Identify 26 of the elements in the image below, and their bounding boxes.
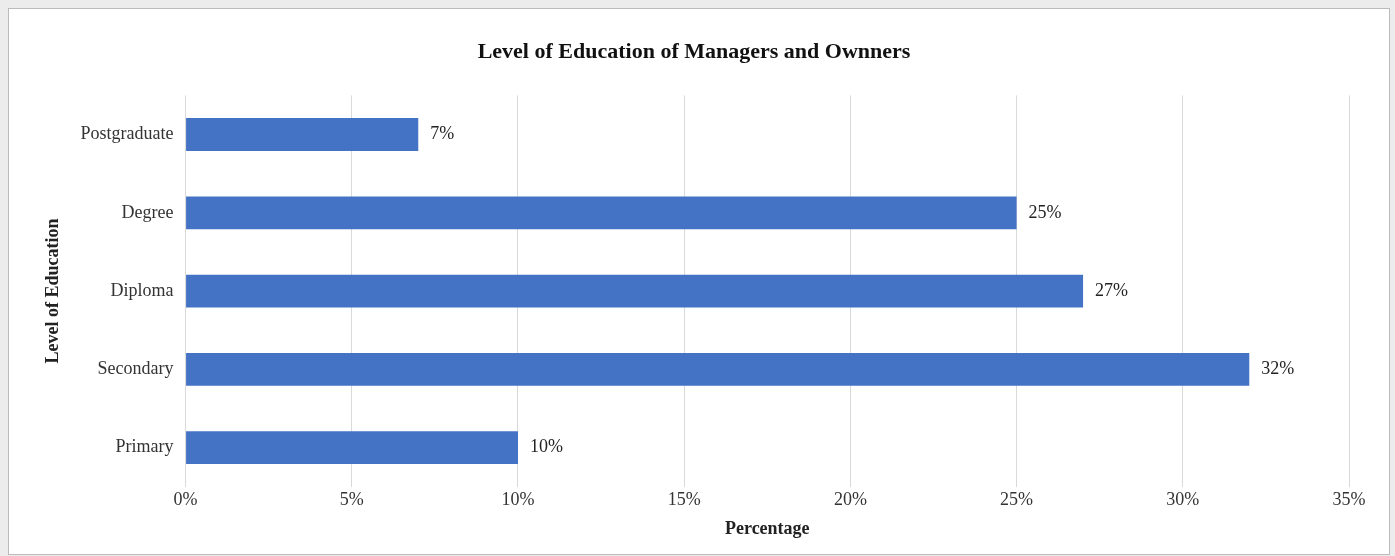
data-label: 32%	[1261, 358, 1295, 379]
y-tick-label: Diploma	[110, 279, 174, 300]
x-tick-label: 30%	[1166, 489, 1200, 510]
chart-title: Level of Education of Managers and Ownners	[477, 37, 911, 63]
y-tick-label: Primary	[115, 436, 174, 457]
x-tick-label: 5%	[339, 489, 364, 510]
bar	[186, 274, 1084, 308]
data-label: 27%	[1095, 279, 1129, 300]
x-tick-label: 15%	[667, 489, 701, 510]
y-axis-title: Level of Education	[42, 218, 63, 364]
y-tick-label: Postgraduate	[80, 123, 174, 144]
x-tick-label: 35%	[1332, 489, 1366, 510]
x-tick-label: 20%	[833, 489, 867, 510]
y-tick-label: Secondary	[97, 358, 174, 379]
data-label: 7%	[430, 123, 455, 144]
x-axis-title: Percentage	[724, 517, 810, 538]
bar	[186, 352, 1250, 386]
bar	[186, 118, 419, 151]
x-tick-label: 10%	[501, 489, 535, 510]
bar	[186, 196, 1017, 230]
x-tick-label: 0%	[173, 489, 198, 510]
data-label: 10%	[529, 436, 563, 457]
y-tick-label: Degree	[121, 201, 174, 222]
x-tick-label: 25%	[1000, 489, 1034, 510]
bar	[186, 431, 518, 465]
data-label: 25%	[1028, 201, 1062, 222]
